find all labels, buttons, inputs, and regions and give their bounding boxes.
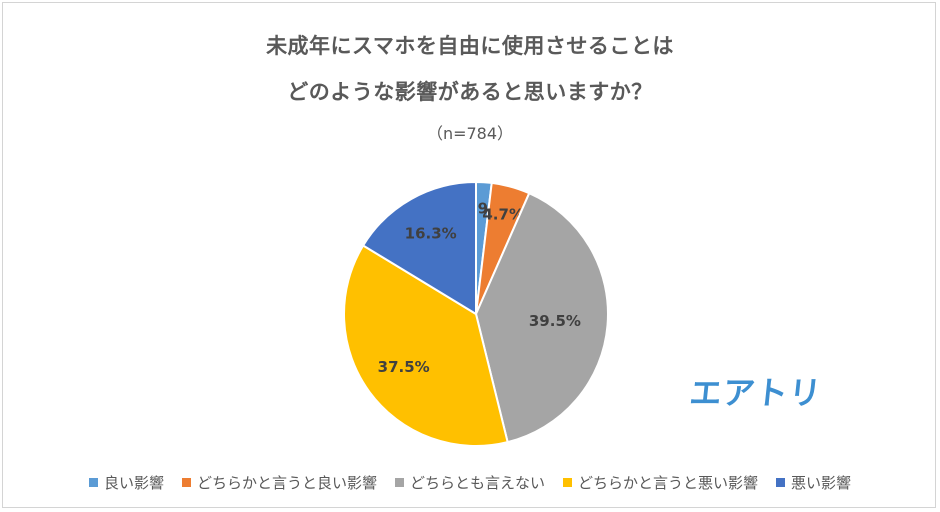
legend-label-somewhat-bad: どちらかと言うと悪い影響: [578, 474, 759, 492]
legend-label-somewhat-good: どちらかと言うと良い影響: [196, 474, 377, 492]
chart-subtitle: （n=784）: [426, 124, 514, 143]
legend-item-neutral: どちらとも言えない: [394, 472, 545, 493]
legend-item-good: 良い影響: [88, 472, 164, 493]
legend-item-bad: 悪い影響: [776, 472, 851, 493]
legend-label-good: 良い影響: [103, 474, 164, 492]
data-label-somewhat-bad: 37.5%: [378, 358, 430, 376]
pie-slice-neutral: [474, 191, 609, 444]
legend-label-bad: 悪い影響: [791, 474, 852, 492]
legend-swatch-neutral: [394, 478, 404, 487]
legend-item-somewhat-bad: どちらかと言うと悪い影響: [563, 472, 758, 493]
legend-swatch-good: [88, 478, 98, 487]
legend-swatch-somewhat-bad: [563, 478, 572, 487]
pie-slice-bad: [361, 180, 477, 316]
legend-swatch-somewhat-good: [181, 478, 191, 487]
data-label-somewhat-good: 4.7%: [482, 206, 524, 224]
data-label-bad: 16.3%: [405, 224, 457, 242]
chart-legend: 良い影響 どちらかと言うと良い影響 どちらとも言えない どちらかと言うと悪い影響 悪い影…: [0, 472, 940, 493]
legend-swatch-bad: [776, 478, 786, 487]
pie-slice-somewhat-bad: [343, 244, 509, 447]
data-label-neutral: 39.5%: [529, 312, 581, 330]
legend-label-neutral: どちらとも言えない: [409, 474, 545, 492]
airtrip-logo: エアトリ: [687, 374, 824, 412]
chart-title-line2: どのような影響があると思いますか？: [287, 80, 653, 104]
legend-item-somewhat-good: どちらかと言うと良い影響: [181, 472, 377, 493]
chart-title-line1: 未成年にスマホを自由に使用させることは: [266, 34, 674, 58]
